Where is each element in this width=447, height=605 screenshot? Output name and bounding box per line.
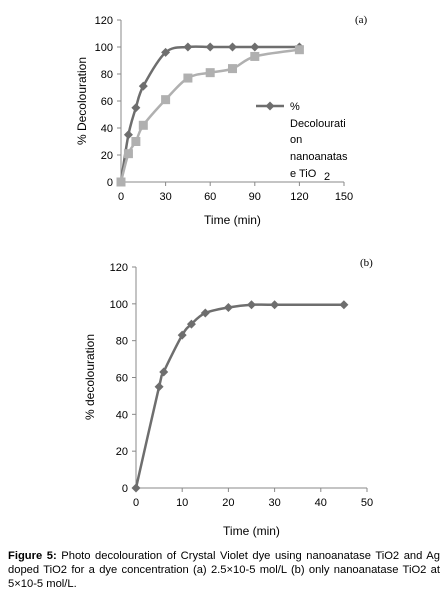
chart-a-y-tick-label: 120 bbox=[95, 15, 113, 27]
chart-a-y-tick-label: 100 bbox=[95, 42, 113, 54]
chart-a-series-1-point bbox=[183, 42, 193, 52]
chart-a-x-tick-label: 90 bbox=[249, 191, 261, 203]
chart-a-series-2-point bbox=[131, 137, 141, 146]
chart-b-y-tick-label: 120 bbox=[110, 262, 128, 274]
chart-a-series-2-point bbox=[161, 95, 171, 105]
chart-b-x-tick-label: 20 bbox=[222, 497, 234, 509]
chart-b-y-tick-label: 40 bbox=[116, 409, 128, 421]
caption-label: Figure 5: bbox=[8, 550, 57, 562]
figure-caption: Figure 5: Photo decolouration of Crystal… bbox=[8, 549, 440, 591]
chart-a-series-2-point bbox=[294, 45, 304, 55]
chart-b-series-1-point bbox=[270, 300, 280, 310]
chart-a-x-axis-label: Time (min) bbox=[204, 213, 261, 227]
chart-b-y-tick-label: 60 bbox=[116, 373, 128, 385]
legend-entry-text: on bbox=[290, 134, 302, 146]
chart-b-series-1-point bbox=[223, 303, 233, 313]
chart-b-y-tick-label: 0 bbox=[122, 483, 128, 495]
legend-entry-text: nanoanatas bbox=[290, 151, 348, 163]
chart-a-series-1-point bbox=[138, 81, 148, 91]
chart-b-series-1-point bbox=[177, 330, 187, 340]
chart-b-y-tick-label: 20 bbox=[116, 446, 128, 458]
chart-b-y-axis-label: % decolouration bbox=[83, 334, 97, 420]
chart-a-series-2-point bbox=[138, 120, 148, 130]
chart-b-x-axis-label: Time (min) bbox=[223, 524, 280, 538]
chart-a-series-2-point bbox=[116, 177, 126, 187]
chart-a-x-tick-label: 60 bbox=[204, 191, 216, 203]
chart-a-series-2-point bbox=[228, 64, 237, 74]
chart-b-x-tick-label: 50 bbox=[361, 497, 373, 509]
chart-b-y-tick-label: 100 bbox=[110, 299, 128, 311]
chart-a-series-1-point bbox=[131, 103, 141, 113]
legend-entry-text: % bbox=[290, 101, 300, 113]
chart-a-series-1-point bbox=[228, 42, 237, 52]
chart-b-y-tick-label: 80 bbox=[116, 336, 128, 348]
chart-b-series-1-point bbox=[186, 319, 196, 329]
chart-a-y-tick-label: 80 bbox=[101, 69, 113, 81]
chart-a-y-tick-label: 20 bbox=[101, 150, 113, 162]
chart-a-series-1-point bbox=[161, 47, 171, 57]
chart-a-x-tick-label: 150 bbox=[335, 191, 353, 203]
chart-b-x-tick-label: 40 bbox=[315, 497, 327, 509]
chart-a-series-1-point bbox=[250, 42, 260, 52]
chart-b-series-1-point bbox=[154, 382, 164, 392]
chart-a-series-2-point bbox=[123, 149, 133, 159]
chart-a-x-tick-label: 120 bbox=[290, 191, 308, 203]
chart-a-y-tick-label: 40 bbox=[101, 123, 113, 135]
chart-a-series-2-line bbox=[119, 48, 300, 183]
chart-b-x-tick-label: 10 bbox=[176, 497, 188, 509]
chart-a-series-2-point bbox=[250, 51, 260, 61]
chart-b-x-tick-label: 30 bbox=[268, 497, 280, 509]
chart-b-panel-label: (b) bbox=[360, 257, 373, 269]
chart-a-panel-label: (a) bbox=[355, 14, 368, 26]
chart-a-y-tick-label: 60 bbox=[101, 96, 113, 108]
legend-entry-subscript: 2 bbox=[324, 171, 330, 183]
chart-b-series-1-point bbox=[339, 300, 349, 310]
legend-marker-swatch bbox=[265, 101, 275, 111]
chart-b-series-1-point bbox=[131, 483, 141, 493]
chart-a-series-2-point bbox=[205, 68, 215, 78]
chart-b-series-1-line bbox=[134, 303, 344, 489]
caption-text: Photo decolouration of Crystal Violet dy… bbox=[8, 550, 440, 590]
chart-b-series-1-point bbox=[247, 300, 256, 310]
chart-b-series-1-point bbox=[200, 308, 210, 318]
chart-a-series-1-point bbox=[123, 130, 133, 140]
legend-entry-text: Decolourati bbox=[290, 118, 346, 130]
chart-b-series-1-point bbox=[159, 367, 169, 377]
chart-b-x-tick-label: 0 bbox=[133, 497, 139, 509]
chart-a-x-tick-label: 30 bbox=[159, 191, 171, 203]
chart-a-x-tick-label: 0 bbox=[118, 191, 124, 203]
legend-entry-text: e TiO bbox=[290, 168, 317, 180]
chart-a-series-1-line bbox=[119, 45, 300, 183]
chart-a-y-tick-label: 0 bbox=[107, 177, 113, 189]
chart-a-y-axis-label: % Decolouration bbox=[75, 57, 89, 145]
chart-a-series-1-point bbox=[205, 42, 215, 52]
chart-a-series-2-point bbox=[183, 73, 193, 83]
